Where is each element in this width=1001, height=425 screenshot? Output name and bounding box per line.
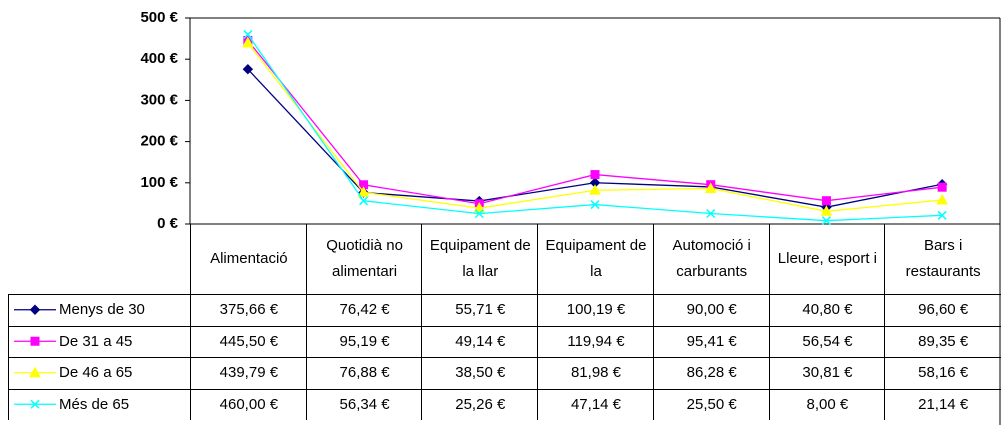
- legend-label: Més de 65: [8, 388, 191, 420]
- data-point: [589, 184, 601, 195]
- table-value: 89,35 €: [884, 325, 1001, 357]
- table-value: 445,50 €: [190, 325, 307, 357]
- legend-key-marker: [30, 399, 40, 409]
- legend-key-marker: [30, 336, 40, 346]
- data-point: [704, 182, 717, 193]
- data-point: [821, 196, 831, 206]
- y-tick-label: 100 €: [140, 174, 178, 191]
- table-value: 25,26 €: [421, 388, 539, 420]
- table-value: 375,66 €: [190, 294, 307, 326]
- category-label: Quotidià no alimentari: [305, 224, 423, 294]
- category-label: Automoció i carburants: [652, 224, 770, 294]
- category-label: Equipament de la: [537, 224, 654, 294]
- legend-key-marker: [29, 304, 41, 315]
- table-value: 76,42 €: [305, 294, 423, 326]
- table-value: 56,34 €: [305, 388, 423, 420]
- data-point: [473, 202, 486, 213]
- data-point: [242, 36, 254, 48]
- category-label: Alimentació: [190, 224, 307, 294]
- legend-label: Menys de 30: [8, 294, 191, 326]
- category-label: Bars i restaurants: [884, 224, 1001, 294]
- table-value: 96,60 €: [884, 294, 1001, 326]
- data-point: [706, 208, 716, 219]
- table-value: 90,00 €: [652, 294, 770, 326]
- data-point: [937, 182, 947, 192]
- category-label: Lleure, esport i: [768, 224, 886, 294]
- table-value: 47,14 €: [537, 388, 654, 420]
- data-point: [590, 170, 600, 180]
- table-value: 86,28 €: [652, 357, 770, 389]
- table-value: 58,16 €: [884, 357, 1001, 389]
- legend-key-marker: [29, 366, 41, 378]
- y-tick-label: 200 €: [140, 133, 178, 150]
- y-tick-label: 0 €: [157, 215, 179, 232]
- legend-label: De 31 a 45: [8, 325, 191, 357]
- data-point: [242, 64, 254, 75]
- table-value: 8,00 €: [768, 388, 886, 420]
- data-point: [937, 210, 947, 220]
- data-point: [821, 216, 831, 226]
- y-tick-label: 400 €: [140, 50, 178, 67]
- table-value: 119,94 €: [537, 325, 654, 357]
- table-value: 30,81 €: [768, 357, 886, 389]
- data-point: [357, 186, 370, 197]
- table-value: 25,50 €: [652, 388, 770, 420]
- table-value: 81,98 €: [537, 357, 654, 389]
- table-value: 21,14 €: [884, 388, 1001, 420]
- table-value: 460,00 €: [190, 388, 307, 420]
- table-value: 38,50 €: [421, 357, 539, 389]
- legend-label: De 46 a 65: [8, 357, 191, 389]
- table-value: 56,54 €: [768, 325, 886, 357]
- table-value: 95,19 €: [305, 325, 423, 357]
- table-value: 40,80 €: [768, 294, 886, 326]
- data-point: [474, 209, 484, 219]
- table-value: 55,71 €: [421, 294, 539, 326]
- table-value: 100,19 €: [537, 294, 654, 326]
- table-value: 49,14 €: [421, 325, 539, 357]
- table-value: 95,41 €: [652, 325, 770, 357]
- data-point: [359, 196, 369, 206]
- y-tick-label: 300 €: [140, 91, 178, 108]
- table-value: 439,79 €: [190, 357, 307, 389]
- data-point: [243, 29, 253, 40]
- data-point: [820, 205, 833, 216]
- data-point: [590, 200, 600, 210]
- category-label: Equipament de la llar: [421, 224, 538, 294]
- table-value: 76,88 €: [305, 357, 423, 389]
- data-point: [936, 194, 948, 205]
- y-tick-label: 500 €: [140, 9, 178, 26]
